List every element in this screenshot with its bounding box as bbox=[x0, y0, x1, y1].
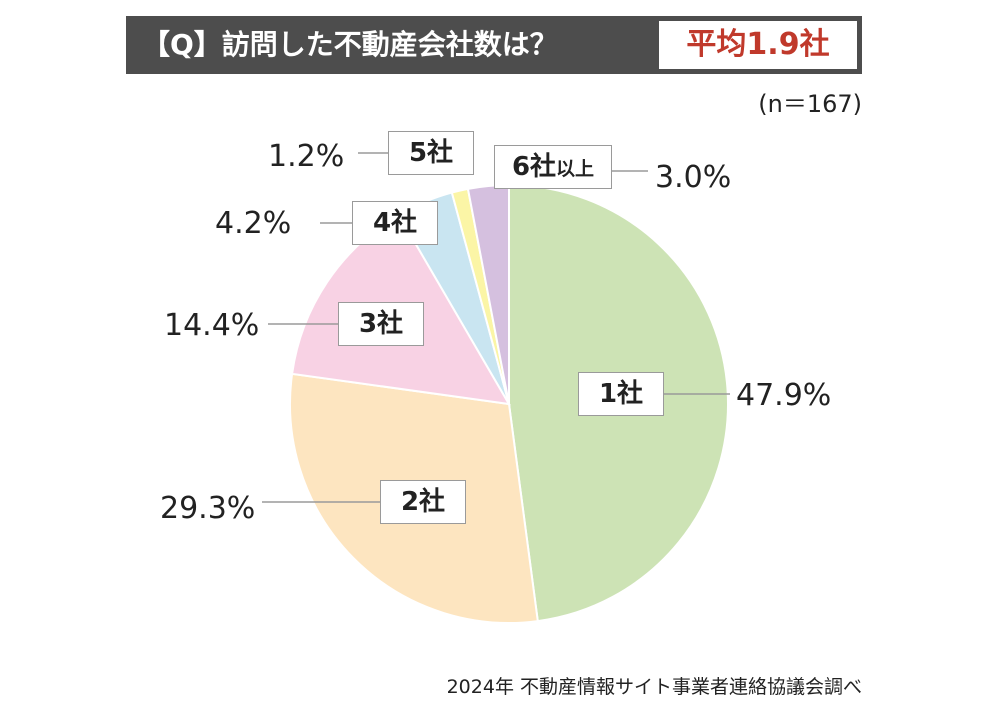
slice-label-2: 2社 bbox=[380, 480, 466, 524]
value-label-5: 1.2% bbox=[268, 139, 345, 174]
chart-title: 【Q】訪問した不動産会社数は？ bbox=[142, 28, 558, 61]
value-label-1: 47.9% bbox=[736, 378, 832, 413]
slice-label-1: 1社 bbox=[578, 372, 664, 416]
title-bar: 【Q】訪問した不動産会社数は？ 平均1.9社 bbox=[126, 16, 862, 74]
slice-label-6-suffix: 以上 bbox=[556, 158, 595, 180]
sample-size-label: (n＝167) bbox=[758, 90, 862, 118]
slice-label-6: 6社以上 bbox=[494, 145, 612, 189]
value-label-6: 3.0% bbox=[655, 160, 732, 195]
slice-label-4: 4社 bbox=[352, 201, 438, 245]
value-label-3: 14.4% bbox=[164, 308, 260, 343]
leader-lines bbox=[262, 152, 730, 503]
average-badge: 平均1.9社 bbox=[658, 20, 858, 70]
slice-label-3: 3社 bbox=[338, 302, 424, 346]
value-label-2: 29.3% bbox=[160, 491, 256, 526]
slice-label-6-main: 6社 bbox=[511, 152, 557, 182]
value-label-4: 4.2% bbox=[215, 206, 292, 241]
slice-label-5: 5社 bbox=[388, 131, 474, 175]
source-note: 2024年 不動産情報サイト事業者連絡協議会調べ bbox=[446, 676, 862, 698]
